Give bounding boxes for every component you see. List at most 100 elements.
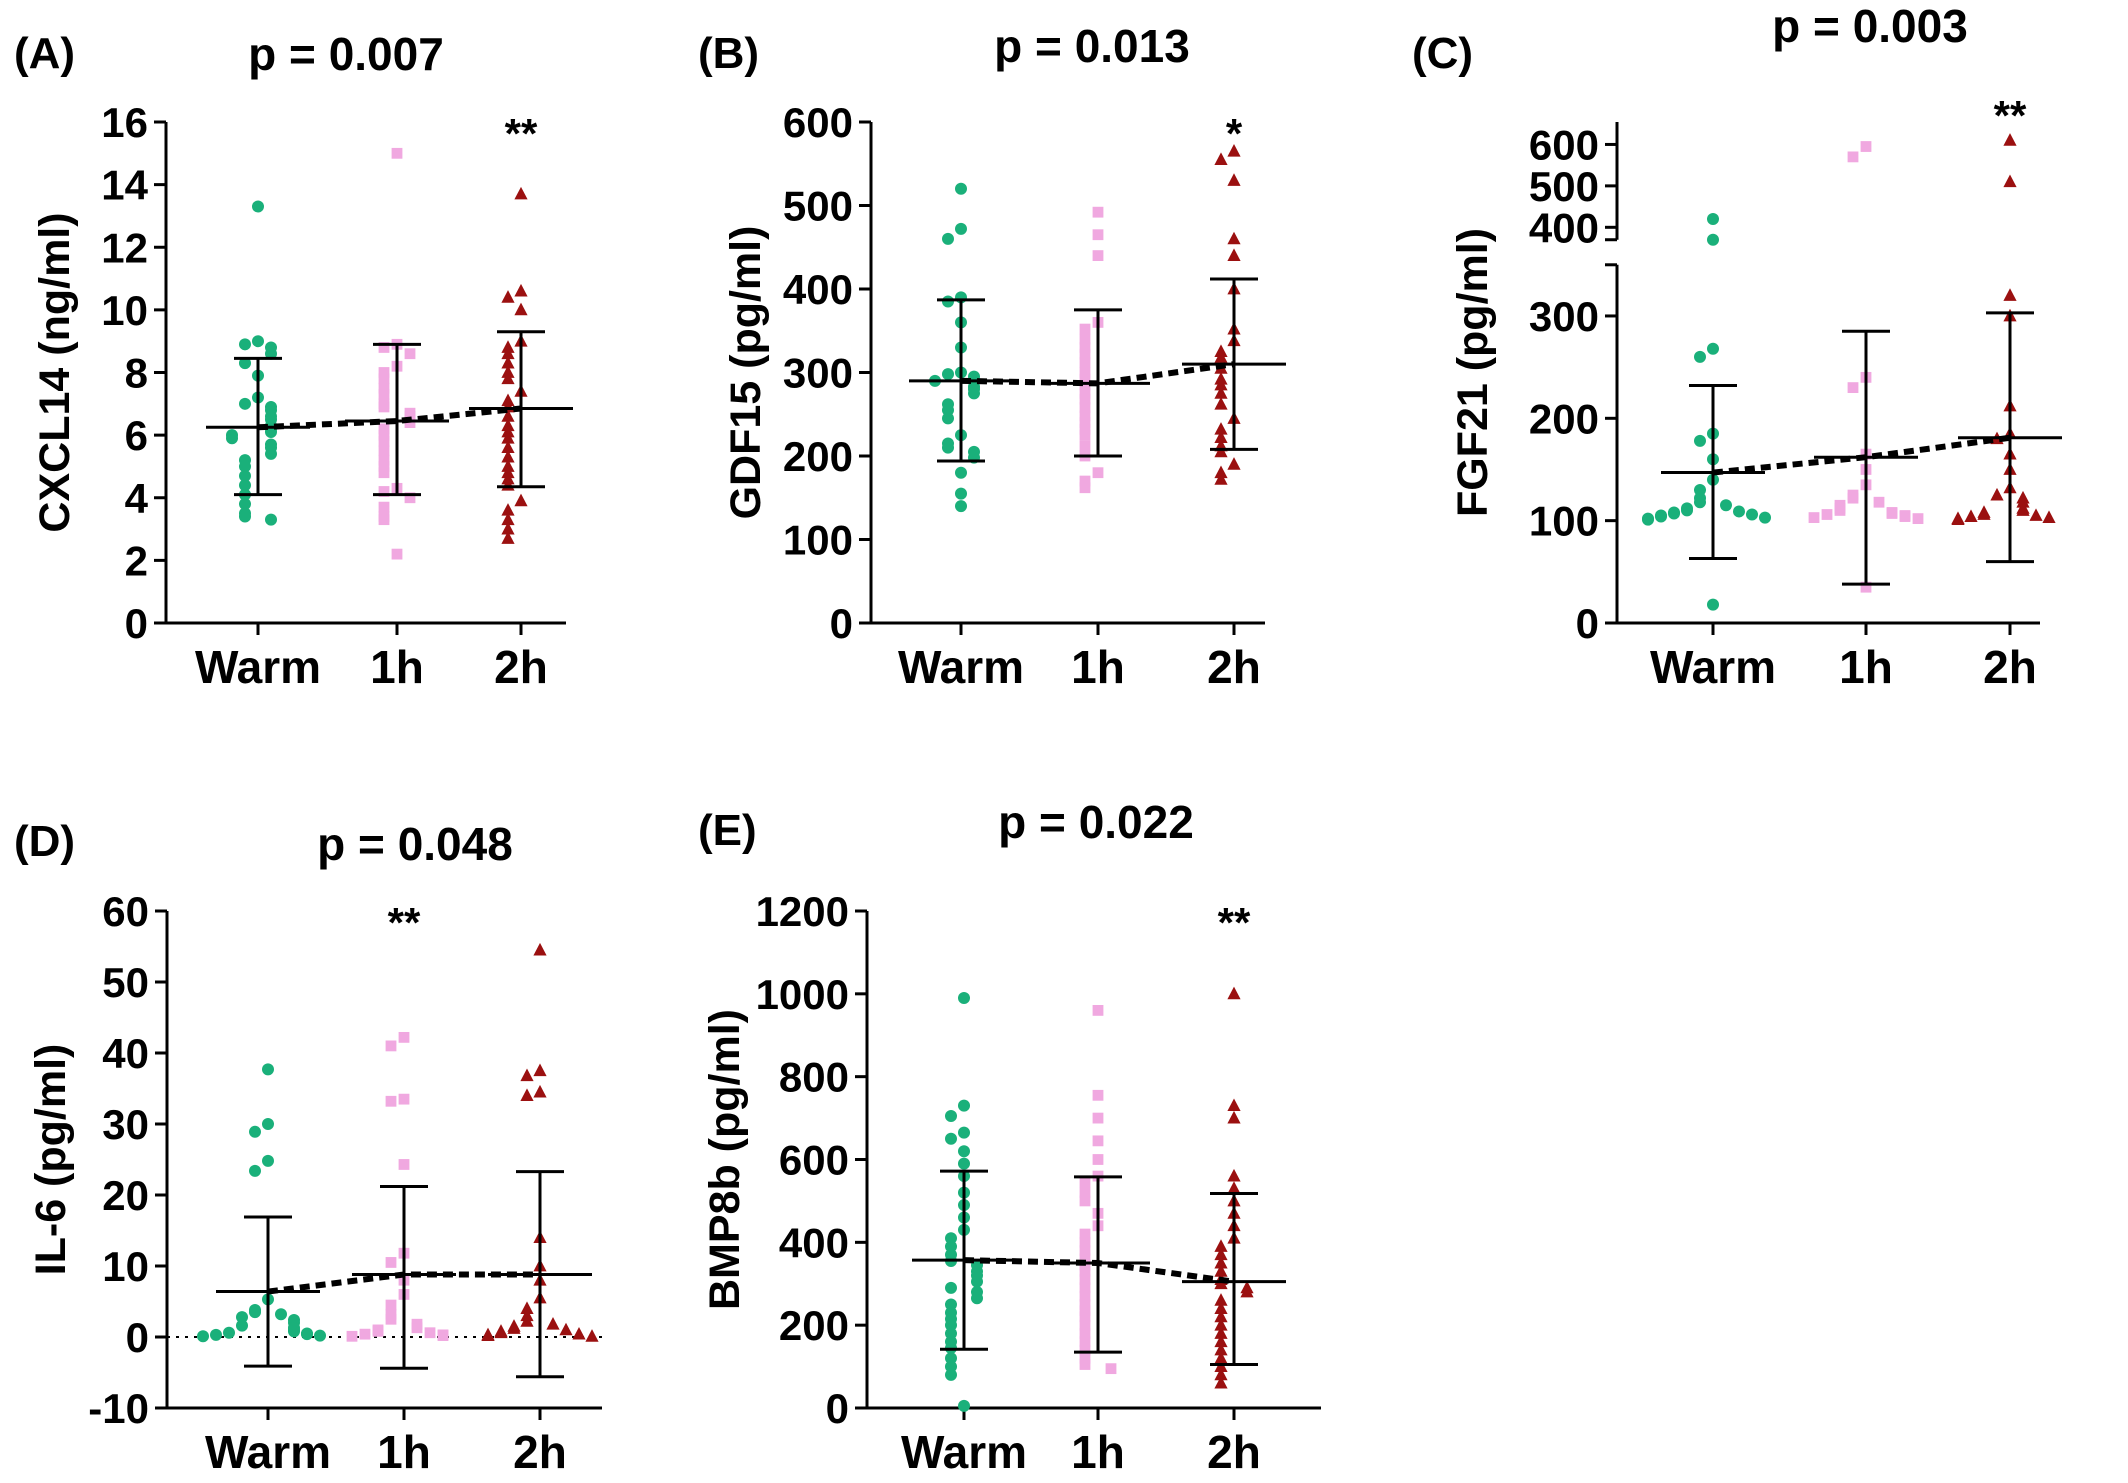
panel-a-label: (A): [14, 29, 75, 78]
panel-d-point-warm: [314, 1329, 326, 1342]
panel-b-point-2h: [1227, 231, 1241, 245]
panel-d-point-1h: [385, 1299, 397, 1311]
panel-b-point-1h: [1079, 402, 1091, 413]
panel-a-point-2h: [501, 512, 515, 526]
panel-a-point-1h: [378, 429, 390, 441]
panel-d-y-tick-label: 50: [102, 959, 149, 1006]
panel-d-point-warm: [249, 1164, 261, 1177]
panel-b-x-tick-label: 2h: [1207, 641, 1261, 693]
panel-a-x-tick-label: 1h: [370, 641, 424, 693]
panel-c-y-tick-label: 200: [1529, 395, 1599, 442]
panel-e-x-tick-label: 2h: [1207, 1426, 1261, 1478]
panel-e-point-2h: [1227, 1168, 1241, 1182]
panel-a-point-warm: [252, 200, 264, 213]
panel-b-point-1h: [1079, 357, 1091, 368]
panel-e-point-1h: [1079, 1274, 1091, 1286]
panel-a-y-tick-label: 14: [101, 162, 148, 209]
panel-c-point-1h: [1899, 511, 1911, 522]
panel-d-point-2h: [520, 1314, 534, 1327]
panel-e-y-tick-label: 0: [826, 1385, 849, 1432]
panel-b-mean-trend-line: [960, 361, 1235, 387]
panel-a-point-warm: [239, 510, 251, 523]
panel-e-mean-trend-line: [963, 1257, 1235, 1285]
panel-e-point-1h: [1079, 1236, 1091, 1248]
panel-e-point-2h: [1214, 1293, 1228, 1306]
panel-e-point-1h: [1079, 1253, 1091, 1265]
panel-a-y-tick-label: 16: [101, 99, 148, 146]
panel-a-point-2h: [501, 449, 515, 463]
panel-c-y-axis-title: FGF21 (pg/ml): [1449, 228, 1497, 517]
panel-a-point-1h: [378, 445, 390, 457]
panel-a-point-2h: [501, 531, 515, 544]
panel-c-point-2h: [1964, 509, 1978, 522]
panel-d-label: (D): [14, 817, 75, 866]
panel-c-point-1h: [1847, 492, 1859, 504]
panel-d-point-warm: [210, 1328, 222, 1341]
panel-c-point-2h: [2016, 503, 2030, 516]
panel-a-mean-trend-line: [257, 405, 522, 431]
panel-a-point-1h: [378, 467, 390, 479]
panel-a-y-tick-label: 4: [125, 475, 149, 522]
panel-b-point-2h: [1227, 173, 1241, 186]
panel-c-point-1h: [1821, 509, 1833, 520]
panel-d-point-2h: [507, 1321, 521, 1334]
panel-a-point-2h: [514, 493, 528, 507]
panel-d-point-warm: [262, 1154, 274, 1167]
panel-d-point-2h: [572, 1326, 586, 1340]
panel-e-point-2h: [1214, 1367, 1228, 1381]
panel-e-point-2h: [1214, 1301, 1228, 1314]
panel-b-point-1h: [1092, 229, 1104, 241]
panel-b-point-warm: [942, 412, 954, 425]
panel-a-point-1h: [378, 367, 390, 378]
panel-e-point-warm: [945, 1352, 957, 1365]
panel-b-point-1h: [1079, 482, 1091, 494]
panel-d-point-1h: [398, 1031, 410, 1043]
panel-d-point-2h: [546, 1317, 560, 1330]
panel-e-x-tick-label: Warm: [901, 1426, 1027, 1478]
panel-b-y-tick-label: 400: [783, 266, 853, 313]
panel-b-point-1h: [1079, 333, 1091, 345]
panel-d-x-tick-label: 2h: [513, 1426, 567, 1478]
panel-a-p-value: p = 0.007: [248, 28, 444, 80]
panel-a-point-warm: [239, 338, 251, 351]
panel-e-point-warm: [945, 1319, 957, 1332]
panel-e-y-tick-label: 1200: [756, 888, 849, 935]
panel-c-point-1h: [1873, 496, 1885, 508]
panel-c-point-warm: [1707, 342, 1719, 355]
panel-a-y-tick-label: 10: [101, 287, 148, 334]
panel-c-point-warm: [1720, 499, 1732, 512]
panel-e-point-warm: [945, 1110, 957, 1123]
panel-b-point-1h: [1079, 379, 1091, 391]
panel-c-point-1h: [1860, 141, 1872, 152]
panel-c-x-tick-label: Warm: [1650, 641, 1776, 693]
panel-c-point-warm: [1642, 513, 1654, 526]
panel-b-point-warm: [955, 487, 967, 500]
panel-c-mean-trend-line: [1712, 434, 2011, 476]
panel-a-x-tick-label: 2h: [494, 641, 548, 693]
panel-d-point-warm: [301, 1328, 313, 1341]
panel-b-point-2h: [1214, 422, 1228, 435]
panel-c-point-2h: [1951, 512, 1965, 526]
panel-a-point-2h: [501, 355, 515, 369]
panel-b-point-1h: [1079, 475, 1091, 487]
panel-c-label: (C): [1412, 29, 1473, 78]
panel-c-point-warm: [1694, 434, 1706, 447]
panel-d-point-warm: [262, 1118, 274, 1130]
panel-c-point-1h: [1847, 151, 1859, 163]
panel-b-point-1h: [1092, 206, 1104, 218]
panel-c-point-1h: [1834, 505, 1846, 516]
panel-e-point-warm: [958, 1399, 970, 1412]
panel-a-point-1h: [378, 435, 390, 447]
panel-a-y-tick-label: 6: [125, 412, 148, 459]
panel-c-point-1h: [1847, 382, 1859, 394]
panel-e-point-1h: [1079, 1344, 1091, 1356]
panel-b-point-2h: [1214, 386, 1228, 399]
panel-a-y-tick-label: 0: [125, 600, 148, 647]
panel-e-point-warm: [945, 1132, 957, 1145]
panel-e-point-warm: [945, 1360, 957, 1373]
panel-b-point-warm: [942, 368, 954, 381]
panel-e-point-2h: [1214, 1342, 1228, 1356]
panel-d-point-warm: [223, 1326, 235, 1339]
panel-c-point-warm: [1668, 507, 1680, 520]
panel-c-point-warm: [1655, 510, 1667, 523]
